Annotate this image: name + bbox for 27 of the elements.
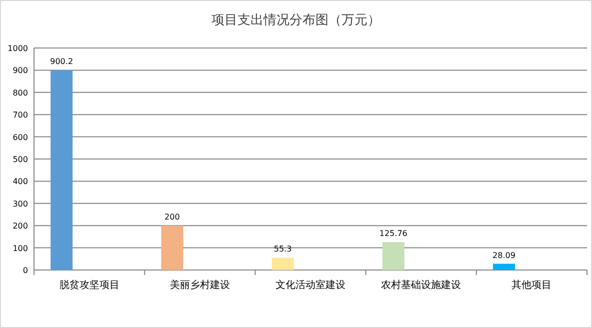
data-label: 200 [164, 212, 180, 222]
data-label: 125.76 [379, 229, 408, 238]
y-tick-label: 900 [12, 66, 28, 76]
data-label: 55.3 [274, 244, 292, 254]
y-tick-label: 200 [12, 222, 28, 231]
data-label: 900.2 [50, 57, 74, 66]
bar [382, 242, 404, 270]
x-tick-label: 农村基础设施建设 [381, 279, 462, 291]
y-tick-label: 800 [12, 88, 28, 98]
y-tick-label: 1000 [8, 44, 28, 53]
data-label: 28.09 [492, 250, 516, 260]
y-tick-label: 100 [12, 244, 28, 253]
y-tick-label: 400 [12, 177, 28, 186]
y-tick-label: 500 [12, 155, 28, 164]
y-tick-label: 300 [12, 199, 28, 208]
x-tick-label: 文化活动室建设 [276, 279, 346, 291]
chart-title: 项目支出情况分布图（万元） [212, 13, 380, 28]
x-tick-label: 美丽乡村建设 [170, 279, 230, 291]
y-tick-label: 0 [22, 266, 28, 275]
y-tick-label: 600 [12, 132, 28, 142]
bar [492, 264, 515, 270]
x-tick-label: 脱贫攻坚项目 [59, 279, 120, 291]
bar [272, 258, 294, 270]
bar [161, 226, 184, 270]
x-tick-label: 其他项目 [512, 279, 552, 291]
bar [50, 70, 73, 270]
y-tick-label: 700 [12, 110, 28, 120]
